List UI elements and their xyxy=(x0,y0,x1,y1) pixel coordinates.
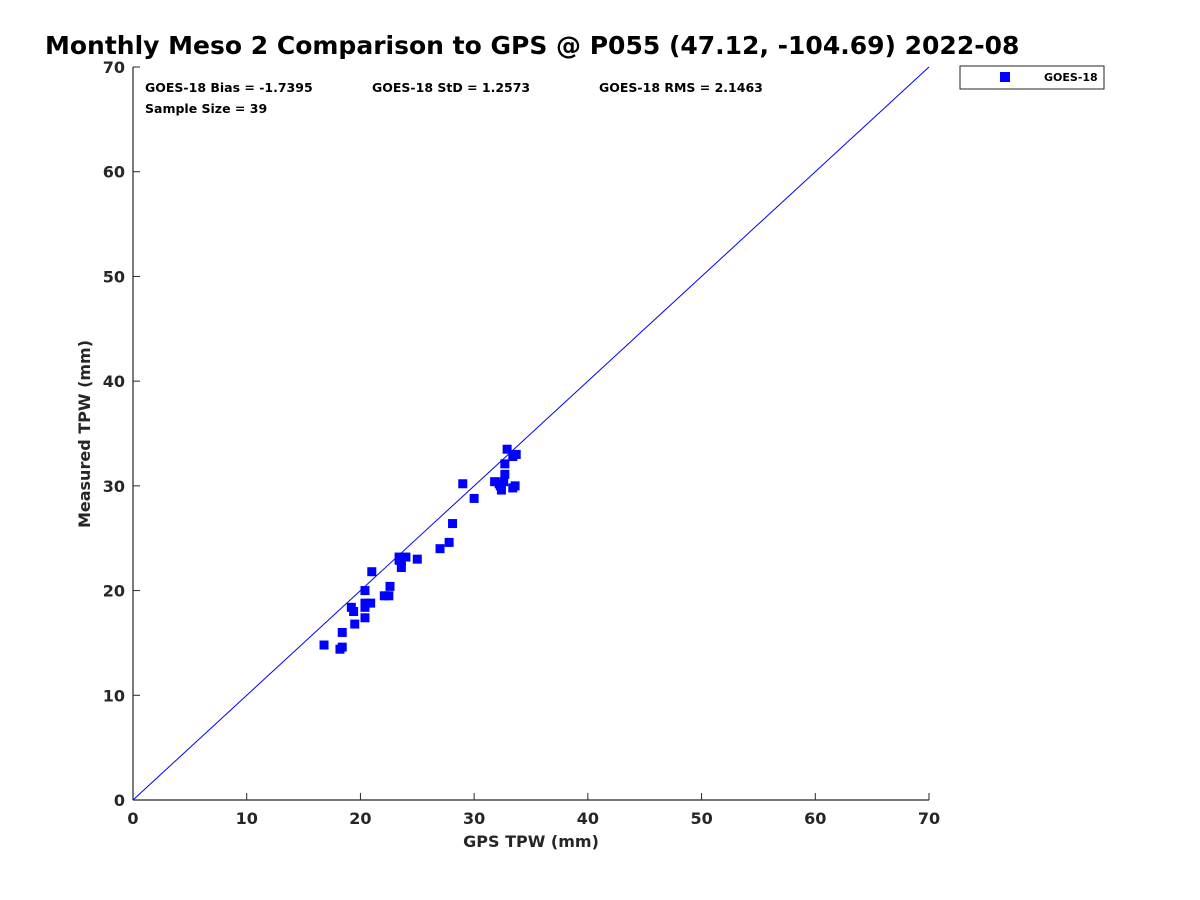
stats-annotations: GOES-18 Bias = -1.7395 GOES-18 StD = 1.2… xyxy=(145,80,763,116)
bias-annotation: GOES-18 Bias = -1.7395 xyxy=(145,80,313,95)
data-point xyxy=(360,586,370,596)
data-point xyxy=(379,591,389,601)
data-point xyxy=(511,449,521,459)
data-point xyxy=(401,552,411,562)
sample-size-annotation: Sample Size = 39 xyxy=(145,101,267,116)
data-point xyxy=(495,481,505,491)
y-tick-label: 30 xyxy=(103,477,125,496)
x-tick-label: 50 xyxy=(690,809,712,828)
data-point xyxy=(319,640,329,650)
legend: GOES-18 xyxy=(959,65,1105,90)
legend-box xyxy=(959,65,1105,90)
legend-label: GOES-18 xyxy=(1044,71,1098,84)
data-point xyxy=(396,563,406,573)
data-point xyxy=(469,493,479,503)
data-point xyxy=(337,627,347,637)
data-point xyxy=(500,459,510,469)
y-tick-label: 0 xyxy=(114,791,125,810)
axes xyxy=(132,67,929,801)
data-point xyxy=(510,481,520,491)
data-point xyxy=(490,477,500,487)
x-tick-label: 10 xyxy=(236,809,258,828)
data-point xyxy=(367,567,377,577)
data-point xyxy=(360,613,370,623)
data-point xyxy=(502,444,512,454)
y-tick-label: 70 xyxy=(103,58,125,77)
data-point xyxy=(350,619,360,629)
x-tick-label: 40 xyxy=(577,809,599,828)
x-axis-label: GPS TPW (mm) xyxy=(463,832,599,851)
data-point xyxy=(412,554,422,564)
y-tick-label: 50 xyxy=(103,267,125,286)
data-point xyxy=(384,591,394,601)
chart-title: Monthly Meso 2 Comparison to GPS @ P055 … xyxy=(45,31,1019,60)
y-axis-label: Measured TPW (mm) xyxy=(75,340,94,528)
data-point xyxy=(458,479,468,489)
data-point xyxy=(500,469,510,479)
data-point xyxy=(444,537,454,547)
y-tick-label: 20 xyxy=(103,582,125,601)
data-point xyxy=(349,607,359,617)
x-tick-label: 60 xyxy=(804,809,826,828)
x-tick-label: 20 xyxy=(349,809,371,828)
data-point xyxy=(394,555,404,565)
rms-annotation: GOES-18 RMS = 2.1463 xyxy=(599,80,763,95)
std-annotation: GOES-18 StD = 1.2573 xyxy=(372,80,530,95)
x-tick-label: 30 xyxy=(463,809,485,828)
ticks: 0 10 20 30 40 50 60 70 0 10 20 30 40 50 60 70 xyxy=(103,58,940,828)
data-point xyxy=(360,598,370,608)
one-to-one-reference-line xyxy=(132,66,930,801)
data-point xyxy=(448,519,458,529)
data-point xyxy=(366,598,376,608)
data-point xyxy=(435,544,445,554)
x-tick-label: 70 xyxy=(918,809,940,828)
y-tick-label: 10 xyxy=(103,686,125,705)
y-tick-label: 60 xyxy=(103,163,125,182)
data-points xyxy=(319,444,521,654)
data-point xyxy=(385,581,395,591)
legend-marker xyxy=(1000,72,1010,82)
y-tick-label: 40 xyxy=(103,372,125,391)
x-tick-label: 0 xyxy=(127,809,138,828)
data-point xyxy=(337,642,347,652)
